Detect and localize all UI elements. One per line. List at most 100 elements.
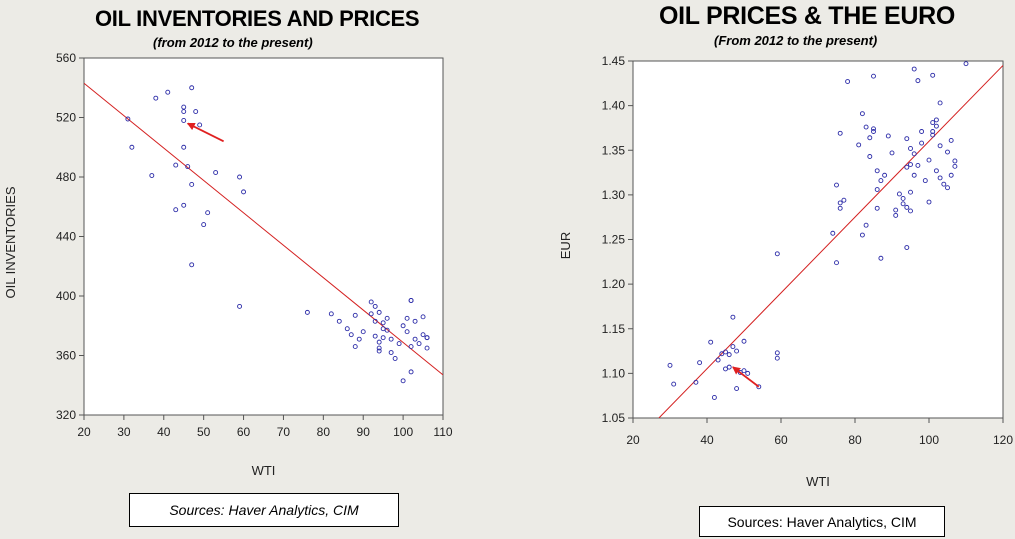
inventories-y-tick-label: 400: [56, 289, 76, 303]
euro-data-point: [930, 72, 936, 78]
inventories-data-point: [352, 344, 358, 350]
euro-data-point: [726, 364, 732, 370]
euro-data-point: [667, 362, 673, 368]
euro-data-point: [904, 136, 910, 142]
inventories-data-point: [400, 323, 406, 329]
euro-data-point: [889, 150, 895, 156]
inventories-data-point: [368, 299, 374, 305]
inventories-data-point: [185, 164, 191, 170]
inventories-data-point: [368, 311, 374, 317]
euro-data-point: [926, 157, 932, 163]
euro-data-point: [774, 350, 780, 356]
euro-data-point: [871, 73, 876, 79]
inventories-data-point: [193, 109, 199, 115]
euro-data-point: [908, 162, 913, 167]
inventories-chart-title: OIL INVENTORIES AND PRICES: [95, 6, 420, 31]
euro-data-point: [919, 140, 925, 146]
euro-data-point: [904, 164, 910, 170]
euro-y-tick-label: 1.30: [602, 188, 626, 202]
euro-data-point: [863, 124, 869, 130]
inventories-data-point: [380, 335, 386, 341]
inventories-data-point: [412, 318, 418, 324]
euro-data-point: [730, 344, 736, 350]
euro-data-point: [741, 368, 747, 374]
euro-data-point: [937, 100, 943, 106]
inventories-data-point: [181, 202, 187, 208]
euro-x-tick-label: 100: [919, 433, 939, 447]
inventories-data-point: [181, 144, 187, 150]
inventories-data-point: [380, 320, 386, 326]
euro-data-point: [930, 120, 936, 126]
euro-y-tick-label: 1.40: [602, 99, 626, 113]
euro-data-point: [948, 137, 954, 143]
euro-data-point: [915, 78, 921, 84]
euro-data-point: [830, 230, 836, 236]
inventories-data-point: [213, 170, 219, 175]
inventories-data-point: [197, 122, 203, 128]
inventories-data-point: [404, 329, 410, 335]
inventories-y-tick-label: 320: [56, 408, 76, 422]
inventories-data-point: [416, 341, 422, 347]
inventories-x-tick-label: 30: [117, 425, 131, 439]
inventories-data-point: [420, 314, 426, 320]
euro-data-point: [933, 168, 939, 174]
inventories-data-point: [396, 341, 402, 347]
inventories-data-point: [189, 181, 195, 187]
euro-highlight-arrow: [732, 366, 760, 388]
euro-data-point: [859, 111, 865, 117]
euro-data-point: [845, 79, 851, 84]
inventories-data-point: [237, 303, 243, 309]
euro-data-point: [715, 357, 721, 363]
euro-data-point: [745, 370, 751, 376]
inventories-data-point: [181, 104, 187, 110]
euro-x-axis-label: WTI: [806, 474, 830, 489]
euro-data-point: [878, 178, 884, 184]
euro-data-point: [874, 168, 880, 174]
inventories-data-point: [376, 309, 382, 315]
inventories-y-tick-label: 440: [56, 230, 76, 244]
inventories-x-tick-label: 20: [77, 425, 91, 439]
inventories-data-point: [408, 369, 414, 375]
euro-chart-title: OIL PRICES & THE EURO: [659, 2, 956, 30]
euro-data-point: [730, 314, 736, 320]
inventories-x-tick-label: 70: [277, 425, 291, 439]
inventories-data-point: [372, 333, 378, 339]
euro-x-tick-label: 60: [774, 433, 788, 447]
euro-data-point: [837, 200, 843, 206]
inventories-x-tick-label: 60: [237, 425, 251, 439]
inventories-data-point: [348, 332, 354, 338]
inventories-x-tick-label: 50: [197, 425, 211, 439]
inventories-data-point: [125, 116, 131, 122]
euro-data-point: [774, 355, 780, 361]
euro-data-point: [723, 349, 728, 355]
inventories-x-tick-label: 40: [157, 425, 171, 439]
inventories-data-point: [404, 315, 410, 321]
euro-data-point: [863, 222, 869, 228]
inventories-data-point: [376, 345, 382, 351]
euro-data-point: [937, 143, 943, 149]
euro-data-point: [726, 352, 732, 358]
inventories-highlight-arrow: [186, 122, 225, 143]
inventories-data-point: [201, 222, 207, 228]
inventories-y-tick-label: 520: [56, 111, 76, 125]
euro-data-point: [882, 172, 888, 178]
euro-data-point: [867, 154, 873, 159]
euro-data-point: [837, 130, 843, 136]
euro-data-point: [948, 172, 954, 178]
euro-data-point: [871, 129, 876, 134]
euro-scatter-plot: 20 40 60 80 100 120 1.05 1.10 1.15 1.20 1.25 1.30 1.…: [558, 54, 1013, 489]
euro-x-tick-label: 20: [626, 433, 640, 447]
inventories-data-point: [408, 344, 414, 350]
euro-data-point: [856, 142, 862, 148]
inventories-data-point: [360, 329, 366, 335]
inventories-data-point: [420, 332, 426, 338]
euro-data-point: [756, 384, 762, 390]
inventories-data-point: [153, 95, 159, 101]
euro-data-point: [774, 251, 780, 257]
inventories-y-tick-label: 560: [56, 51, 76, 65]
inventories-plot-area: [83, 57, 444, 416]
euro-data-point: [952, 163, 958, 169]
euro-data-point: [915, 162, 921, 168]
inventories-y-tick-label: 360: [56, 349, 76, 363]
inventories-y-axis-label: OIL INVENTORIES: [3, 186, 18, 298]
